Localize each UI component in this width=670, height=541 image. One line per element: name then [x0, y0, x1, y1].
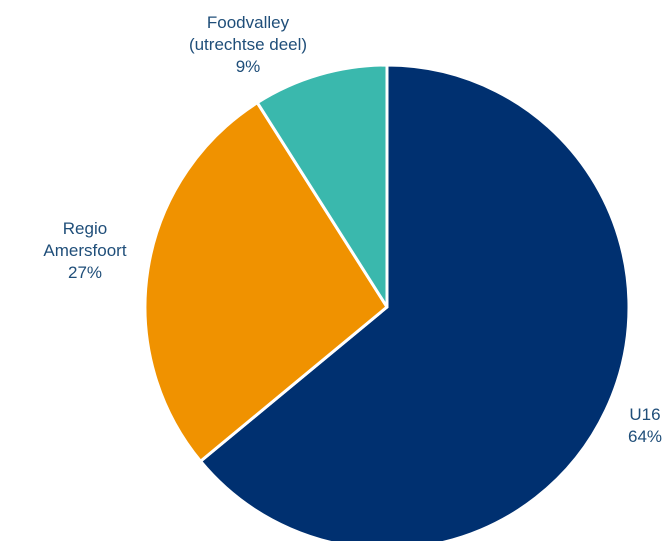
- data-label-name: U16: [629, 405, 660, 424]
- pie-slice-u16: [199, 63, 631, 541]
- pie-slices: [143, 63, 631, 541]
- data-label-value: 64%: [628, 427, 662, 446]
- data-label-name: Regio: [63, 219, 107, 238]
- pie-labels: U16 64%Regio Amersfoort 27%Foodvalley (utrec…: [43, 13, 662, 446]
- data-label-name: Foodvalley: [207, 13, 290, 32]
- data-label: U16 64%: [628, 405, 662, 446]
- data-label: Regio Amersfoort 27%: [43, 219, 126, 282]
- pie-slice-foodvalley-utrechtse-deel: [255, 63, 389, 309]
- data-label-name: Amersfoort: [43, 241, 126, 260]
- data-label-value: 27%: [68, 263, 102, 282]
- data-label: Foodvalley (utrechtse deel) 9%: [189, 13, 307, 76]
- data-label-name: (utrechtse deel): [189, 35, 307, 54]
- pie-slice-regio-amersfoort: [143, 101, 389, 463]
- data-label-value: 9%: [236, 57, 261, 76]
